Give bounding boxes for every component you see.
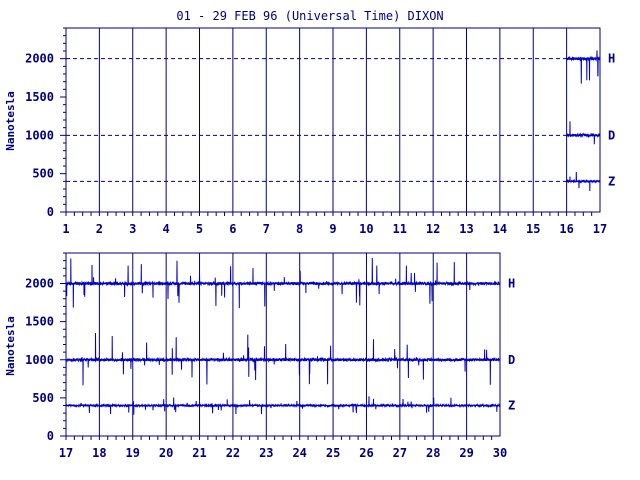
x-tick-label: 29 [459,446,473,460]
x-tick-label: 17 [59,446,73,460]
y-tick-label: 1500 [25,315,54,329]
x-tick-label: 13 [459,222,473,236]
series-trace-d [566,121,601,145]
y-axis-label-top: Nanotesla [4,91,17,151]
x-tick-label: 8 [296,222,303,236]
x-tick-label: 5 [196,222,203,236]
x-tick-label: 22 [226,446,240,460]
x-tick-label: 18 [92,446,106,460]
series-label-h: H [508,277,515,291]
x-tick-label: 23 [259,446,273,460]
x-tick-label: 1 [62,222,69,236]
series-label-d: D [608,128,615,142]
series-label-h: H [608,52,615,66]
series-label-z: Z [508,399,515,413]
x-tick-label: 24 [292,446,306,460]
series-trace-z [65,396,501,415]
x-tick-label: 30 [493,446,507,460]
x-tick-label: 27 [393,446,407,460]
y-tick-label: 500 [32,167,54,181]
y-tick-label: 2000 [25,277,54,291]
x-tick-label: 3 [129,222,136,236]
x-tick-label: 11 [393,222,407,236]
y-tick-label: 2000 [25,52,54,66]
panel-top: Nanotesla 1 2 3 4 5 6 7 8 9 10 11 12 13 14 15 16 1705001… [4,27,615,236]
x-tick-label: 21 [192,446,206,460]
series-trace-z [566,171,601,192]
x-tick-label: 2 [96,222,103,236]
x-tick-label: 10 [359,222,373,236]
plot-frame [65,252,501,437]
x-tick-label: 6 [229,222,236,236]
series-trace-h [566,50,601,84]
chart-title: 01 - 29 FEB 96 (Universal Time) DIXON [176,9,443,23]
x-tick-label: 16 [559,222,573,236]
y-axis-label-bottom: Nanotesla [4,316,17,376]
x-tick-label: 25 [326,446,340,460]
y-tick-label: 0 [47,429,54,443]
series-trace-h [65,257,501,309]
x-tick-label: 26 [359,446,373,460]
x-tick-label: 15 [526,222,540,236]
y-tick-label: 1500 [25,90,54,104]
x-tick-label: 9 [329,222,336,236]
panel-bottom: Nanotesla 17 18 19 20 21 22 23 24 25 26 27 28 29 30 0 5… [4,252,515,460]
y-tick-label: 0 [47,205,54,219]
x-tick-label: 20 [159,446,173,460]
x-tick-label: 17 [593,222,607,236]
y-tick-label: 500 [32,391,54,405]
y-tick-label: 1000 [25,353,54,367]
x-tick-label: 4 [163,222,170,236]
x-tick-label: 19 [126,446,140,460]
x-tick-label: 28 [426,446,440,460]
x-tick-label: 7 [263,222,270,236]
series-label-z: Z [608,174,615,188]
series-label-d: D [508,353,515,367]
series-trace-d [65,333,501,386]
x-tick-label: 14 [493,222,507,236]
x-tick-label: 12 [426,222,440,236]
y-tick-label: 1000 [25,128,54,142]
